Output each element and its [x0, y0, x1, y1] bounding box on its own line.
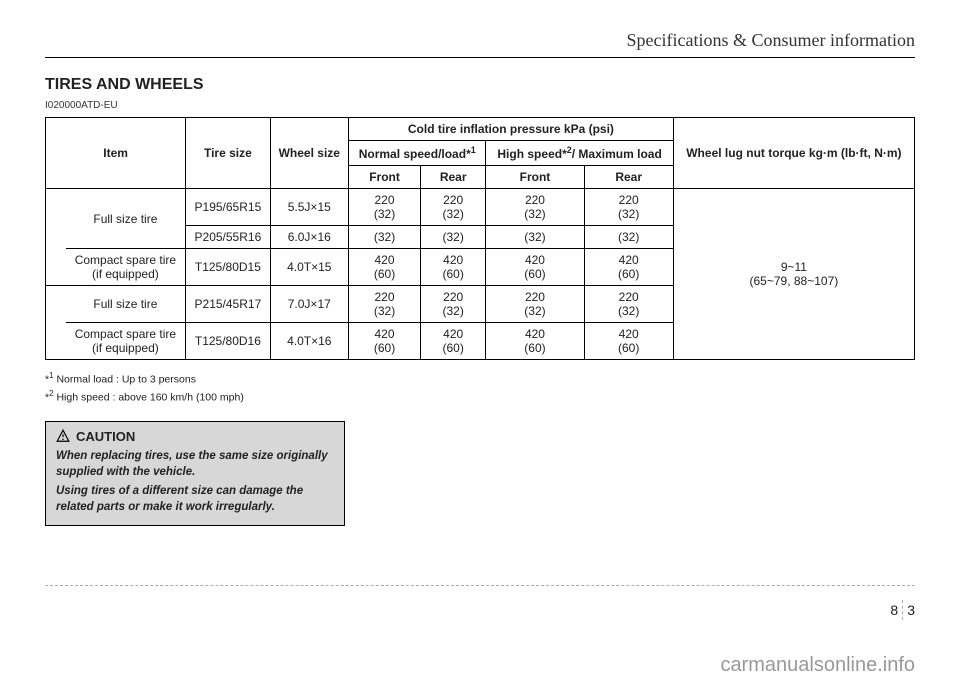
cell-hr: (32) [584, 226, 673, 249]
cell-nr: 220(32) [420, 189, 485, 226]
th-hfront: Front [486, 166, 584, 189]
caution-label: CAUTION [76, 428, 135, 446]
cell-tire: P205/55R16 [186, 226, 270, 249]
cell-hf: 420(60) [486, 323, 584, 360]
warning-icon [56, 429, 70, 443]
cell-nf: 220(32) [349, 286, 421, 323]
th-item: Item [46, 118, 186, 189]
cell-nf: (32) [349, 226, 421, 249]
cell-hr: 420(60) [584, 323, 673, 360]
cell-hf: 220(32) [486, 189, 584, 226]
item-sub: Full size tire [66, 189, 186, 249]
cell-wheel: 5.5J×15 [270, 189, 349, 226]
section-title: TIRES AND WHEELS [45, 76, 915, 94]
th-torque: Wheel lug nut torque kg·m (lb·ft, N·m) [673, 118, 914, 189]
item-sub: Compact spare tire(if equipped) [66, 323, 186, 360]
cell-tire: T125/80D15 [186, 249, 270, 286]
th-normal-load-sup: 1 [471, 145, 476, 155]
cell-wheel: 6.0J×16 [270, 226, 349, 249]
footnotes: *1 Normal load : Up to 3 persons *2 High… [45, 370, 915, 407]
cell-hr: 420(60) [584, 249, 673, 286]
th-tire-size: Tire size [186, 118, 270, 189]
cell-wheel: 4.0T×16 [270, 323, 349, 360]
cell-nr: (32) [420, 226, 485, 249]
table-row: Full size tire P195/65R15 5.5J×15 220(32… [46, 189, 915, 226]
cell-hf: 220(32) [486, 286, 584, 323]
cell-torque: 9~11(65~79, 88~107) [673, 189, 914, 360]
th-high-speed-tail: / Maximum load [572, 147, 662, 161]
page-num-right: 3 [907, 602, 915, 618]
cell-hf: (32) [486, 226, 584, 249]
cell-nf: 420(60) [349, 323, 421, 360]
page-number: 8 3 [890, 600, 915, 620]
cell-tire: P215/45R17 [186, 286, 270, 323]
th-high-speed: High speed*2/ Maximum load [486, 141, 673, 166]
watermark: carmanualsonline.info [720, 654, 915, 677]
cell-hr: 220(32) [584, 189, 673, 226]
page-header-title: Specifications & Consumer information [45, 30, 915, 58]
th-normal-load: Normal speed/load*1 [349, 141, 486, 166]
th-high-speed-text: High speed* [497, 147, 566, 161]
cell-nr: 420(60) [420, 323, 485, 360]
cell-tire: T125/80D16 [186, 323, 270, 360]
th-wheel-size: Wheel size [270, 118, 349, 189]
cell-nf: 220(32) [349, 189, 421, 226]
cell-hf: 420(60) [486, 249, 584, 286]
caution-body-1: When replacing tires, use the same size … [56, 449, 334, 480]
cell-tire: P195/65R15 [186, 189, 270, 226]
th-normal-load-text: Normal speed/load* [359, 147, 471, 161]
page-footer-divider [45, 585, 915, 586]
cell-nf: 420(60) [349, 249, 421, 286]
th-cold-pressure: Cold tire inflation pressure kPa (psi) [349, 118, 674, 141]
item-sub: Full size tire [66, 286, 186, 323]
caution-body-2: Using tires of a different size can dama… [56, 484, 334, 515]
item-sub: Compact spare tire(if equipped) [66, 249, 186, 286]
tire-spec-table: Item Tire size Wheel size Cold tire infl… [45, 117, 915, 360]
footnote-1: Normal load : Up to 3 persons [56, 374, 195, 386]
page-num-left: 8 [890, 602, 898, 618]
footnote-2: High speed : above 160 km/h (100 mph) [56, 392, 243, 404]
cell-nr: 220(32) [420, 286, 485, 323]
cell-wheel: 4.0T×15 [270, 249, 349, 286]
th-nrear: Rear [420, 166, 485, 189]
caution-box: CAUTION When replacing tires, use the sa… [45, 421, 345, 527]
cell-hr: 220(32) [584, 286, 673, 323]
reference-code: I020000ATD-EU [45, 100, 915, 111]
th-hrear: Rear [584, 166, 673, 189]
cell-wheel: 7.0J×17 [270, 286, 349, 323]
th-nfront: Front [349, 166, 421, 189]
cell-nr: 420(60) [420, 249, 485, 286]
